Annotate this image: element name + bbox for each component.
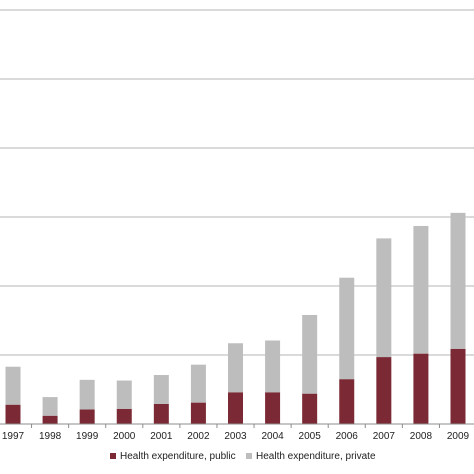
bar-2008-public — [413, 353, 429, 424]
legend-label-private: Health expenditure, private — [256, 451, 376, 462]
x-tick-label-2001: 2001 — [150, 431, 173, 442]
bars — [5, 212, 466, 424]
bar-2002-private — [190, 364, 206, 403]
bar-2009-public — [450, 348, 466, 424]
x-tick-label-2008: 2008 — [410, 431, 433, 442]
bar-2007-private — [376, 238, 392, 358]
bar-1997-public — [5, 404, 21, 424]
bar-2004-private — [265, 340, 281, 393]
bar-1998-public — [42, 415, 58, 424]
bar-2000-private — [116, 380, 132, 409]
bar-1999-private — [79, 379, 95, 410]
x-tick-label-2006: 2006 — [336, 431, 359, 442]
bar-2004-public — [265, 392, 281, 424]
bar-2005-private — [302, 314, 318, 394]
legend-swatch-public — [110, 453, 116, 459]
bar-2000-public — [116, 408, 132, 424]
x-tick-label-2007: 2007 — [373, 431, 396, 442]
bar-2002-public — [190, 402, 206, 424]
x-tick-label-1998: 1998 — [39, 431, 62, 442]
bar-2006-private — [339, 277, 355, 380]
x-tick-label-1999: 1999 — [76, 431, 99, 442]
bar-2007-public — [376, 357, 392, 424]
bar-2006-public — [339, 379, 355, 424]
x-tick-label-1997: 1997 — [2, 431, 25, 442]
x-tick-label-2002: 2002 — [187, 431, 210, 442]
bar-2003-public — [228, 392, 243, 424]
bar-2001-private — [153, 375, 169, 404]
legend-label-public: Health expenditure, public — [120, 451, 236, 462]
bar-2003-private — [228, 343, 243, 393]
x-tick-labels: 1997 1998 1999 2000 2001 2002 2003 2004 2005 2006… — [2, 424, 470, 442]
bar-1998-private — [42, 397, 58, 416]
bar-2009-private — [450, 212, 466, 349]
x-tick-label-2000: 2000 — [113, 431, 136, 442]
bar-2005-public — [302, 393, 318, 424]
x-tick-label-2004: 2004 — [261, 431, 284, 442]
legend: Health expenditure, public Health expendi… — [110, 451, 376, 462]
x-tick-label-2009: 2009 — [447, 431, 470, 442]
x-tick-label-2003: 2003 — [224, 431, 247, 442]
bar-1999-public — [79, 409, 95, 424]
gridlines — [0, 9, 474, 356]
bar-2001-public — [153, 403, 169, 424]
bar-2008-private — [413, 225, 429, 354]
legend-swatch-private — [246, 453, 252, 459]
x-tick-label-2005: 2005 — [299, 431, 322, 442]
bar-1997-private — [5, 366, 21, 405]
